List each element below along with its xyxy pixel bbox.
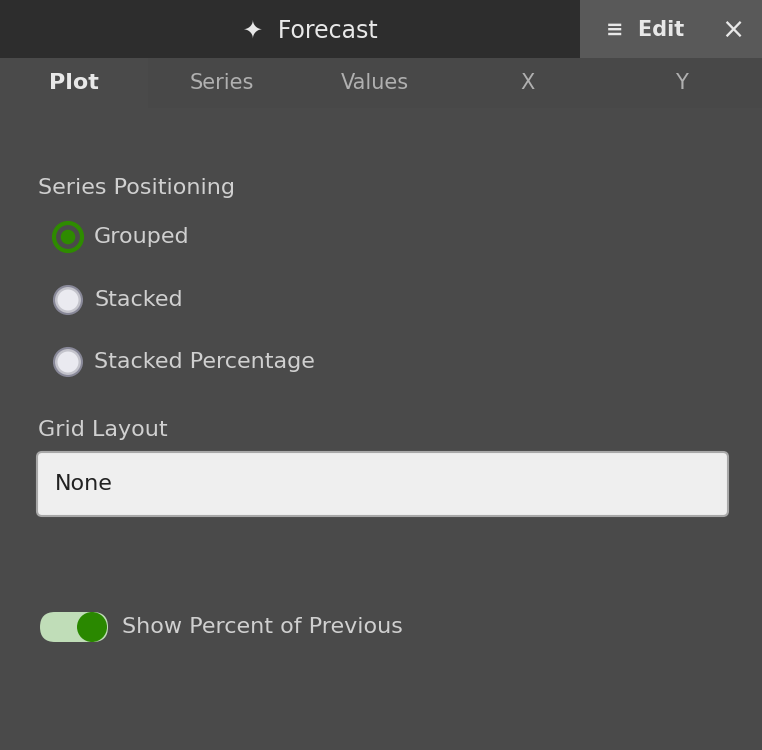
FancyBboxPatch shape: [37, 452, 728, 516]
Text: Series: Series: [189, 73, 254, 93]
FancyBboxPatch shape: [580, 0, 762, 58]
Text: Series Positioning: Series Positioning: [38, 178, 235, 198]
Circle shape: [54, 286, 82, 314]
Text: Show Percent of Previous: Show Percent of Previous: [122, 617, 403, 637]
Circle shape: [54, 348, 82, 376]
FancyBboxPatch shape: [0, 108, 762, 750]
Text: Plot: Plot: [49, 73, 99, 93]
Text: ×: ×: [722, 16, 744, 44]
Circle shape: [77, 612, 107, 642]
Circle shape: [57, 290, 78, 310]
Text: X: X: [520, 73, 535, 93]
Text: Y: Y: [674, 73, 687, 93]
Circle shape: [61, 230, 75, 244]
Text: ✦  Forecast: ✦ Forecast: [242, 18, 377, 42]
FancyBboxPatch shape: [40, 612, 108, 642]
FancyBboxPatch shape: [0, 58, 762, 108]
Text: Grid Layout: Grid Layout: [38, 420, 168, 440]
Text: None: None: [55, 474, 113, 494]
Text: Stacked: Stacked: [94, 290, 183, 310]
FancyBboxPatch shape: [0, 0, 762, 58]
FancyBboxPatch shape: [0, 58, 148, 108]
Text: Grouped: Grouped: [94, 227, 190, 247]
Text: ≡  Edit: ≡ Edit: [606, 20, 684, 40]
Circle shape: [57, 352, 78, 373]
Text: Values: Values: [341, 73, 409, 93]
Text: Stacked Percentage: Stacked Percentage: [94, 352, 315, 372]
